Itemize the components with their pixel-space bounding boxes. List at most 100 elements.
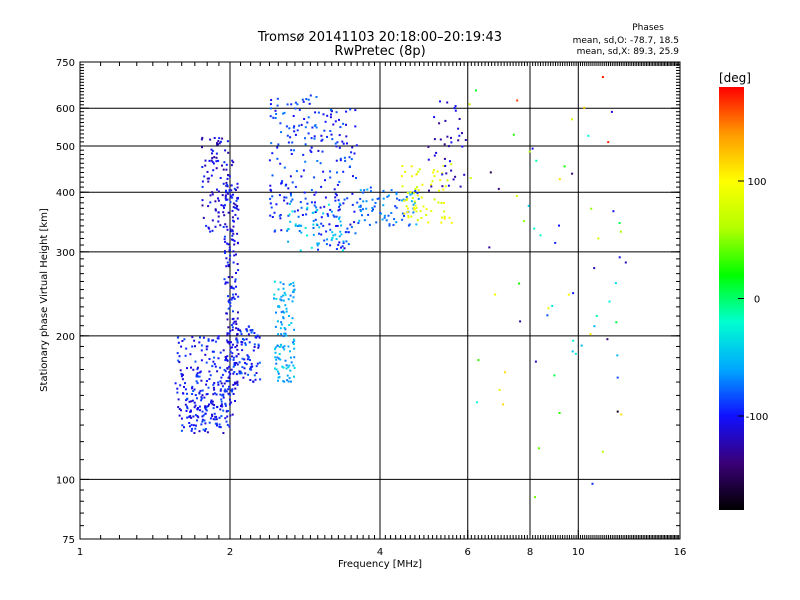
data-point (201, 410, 204, 413)
data-point (345, 240, 348, 243)
y-axis: 75 100 200 300 400 500 600 750 (56, 58, 680, 546)
data-point (191, 387, 193, 390)
data-point (337, 199, 340, 202)
data-point (215, 393, 218, 396)
data-point (317, 242, 320, 245)
data-point (199, 409, 201, 412)
data-point (301, 214, 304, 216)
data-point (231, 346, 233, 349)
data-point (224, 404, 227, 407)
stats-o-line: mean, sd,O: -78.7, 18.5 (573, 36, 679, 46)
data-point (494, 293, 497, 296)
data-point (236, 263, 239, 265)
data-point (186, 407, 189, 410)
data-point (228, 332, 231, 335)
data-point (345, 231, 348, 234)
data-point (309, 149, 312, 152)
data-point (273, 280, 276, 283)
data-point (207, 180, 210, 183)
data-point (387, 214, 390, 217)
data-point (365, 207, 368, 210)
data-point (332, 214, 335, 217)
data-point (367, 213, 370, 216)
data-point (188, 400, 191, 403)
data-point (217, 381, 220, 384)
data-point (234, 320, 237, 323)
data-point (222, 204, 225, 207)
data-point (228, 375, 231, 378)
data-point (184, 388, 187, 391)
data-point (287, 380, 290, 383)
data-point (217, 143, 219, 146)
data-point (333, 215, 336, 218)
data-point (216, 188, 218, 191)
data-point (601, 450, 604, 453)
data-point (416, 186, 418, 189)
data-point (178, 355, 181, 358)
data-point (280, 311, 283, 314)
data-point (226, 415, 229, 418)
data-point (232, 356, 235, 359)
y-tick-label: 600 (56, 104, 75, 115)
data-point (176, 391, 179, 394)
data-point (275, 358, 278, 361)
data-point (271, 195, 274, 198)
data-point (209, 138, 212, 141)
data-point (519, 320, 522, 323)
data-point (402, 198, 405, 201)
data-point (292, 291, 295, 293)
data-point (313, 204, 316, 207)
data-point (458, 134, 461, 137)
data-point (224, 250, 226, 253)
data-point (360, 210, 362, 213)
data-point (232, 161, 235, 164)
data-point (177, 341, 180, 344)
data-point (273, 297, 275, 300)
data-point (554, 241, 557, 244)
data-point (440, 221, 443, 224)
data-point (593, 325, 596, 328)
data-point (390, 189, 393, 192)
data-point (318, 232, 320, 235)
data-point (345, 135, 348, 138)
data-point (198, 371, 201, 374)
data-point (314, 191, 317, 194)
data-point (459, 185, 462, 188)
data-point (274, 367, 276, 370)
data-point (211, 403, 214, 406)
data-point (238, 372, 241, 375)
data-point (231, 324, 233, 327)
data-point (259, 378, 262, 381)
data-point (190, 429, 193, 432)
data-point (229, 254, 232, 257)
data-point (288, 364, 291, 367)
data-point (192, 424, 195, 427)
data-point (411, 197, 414, 199)
data-point (236, 363, 239, 366)
data-point (310, 189, 313, 191)
data-point (253, 343, 256, 346)
stats-heading: Phases (632, 23, 664, 33)
data-point (337, 209, 340, 212)
data-point (235, 323, 238, 325)
data-point (319, 206, 322, 209)
data-point (450, 141, 453, 144)
data-point (428, 189, 430, 192)
data-point (284, 328, 287, 331)
data-point (355, 177, 357, 179)
data-point (268, 159, 271, 162)
data-point (381, 218, 384, 221)
data-point (313, 135, 316, 138)
data-point (225, 265, 228, 268)
data-point (273, 211, 276, 214)
data-point (243, 338, 246, 341)
data-point (369, 186, 372, 189)
data-point (488, 246, 491, 249)
data-point (201, 136, 204, 139)
data-point (405, 205, 408, 208)
data-point (280, 131, 282, 134)
data-point (234, 293, 237, 296)
data-point (226, 318, 229, 321)
data-point (225, 358, 228, 360)
data-point (285, 307, 288, 310)
